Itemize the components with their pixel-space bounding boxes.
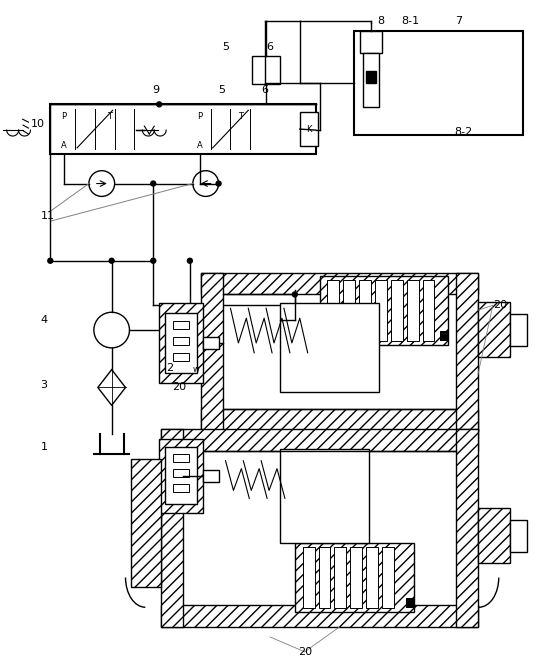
- Circle shape: [94, 312, 130, 348]
- Circle shape: [151, 181, 156, 186]
- Bar: [359, 280, 371, 341]
- Bar: [173, 321, 189, 329]
- Bar: [203, 337, 219, 349]
- Text: w: w: [192, 365, 199, 374]
- Bar: [407, 280, 419, 341]
- Circle shape: [157, 102, 162, 107]
- Circle shape: [48, 258, 53, 263]
- Bar: [456, 273, 478, 431]
- Bar: [510, 520, 527, 552]
- Bar: [363, 53, 379, 108]
- Bar: [50, 104, 316, 154]
- Text: P: P: [197, 112, 202, 121]
- Bar: [165, 313, 197, 373]
- Bar: [423, 280, 434, 341]
- Bar: [366, 71, 376, 83]
- Bar: [354, 31, 522, 135]
- Text: 8-2: 8-2: [454, 127, 472, 137]
- Bar: [375, 280, 387, 341]
- Text: 7: 7: [455, 16, 461, 26]
- Bar: [320, 276, 448, 345]
- Bar: [456, 429, 478, 627]
- Bar: [161, 605, 478, 627]
- Bar: [478, 508, 510, 562]
- Polygon shape: [104, 321, 120, 338]
- Text: 5: 5: [218, 85, 225, 95]
- Text: 4: 4: [40, 315, 48, 325]
- Bar: [510, 314, 527, 346]
- Bar: [201, 273, 478, 294]
- Bar: [366, 547, 378, 608]
- Bar: [295, 543, 414, 612]
- Bar: [159, 303, 203, 382]
- Text: K: K: [306, 124, 311, 134]
- Bar: [173, 353, 189, 361]
- Circle shape: [293, 292, 297, 297]
- Text: 20: 20: [493, 300, 507, 310]
- Text: A: A: [197, 141, 203, 151]
- Bar: [382, 547, 394, 608]
- Bar: [280, 303, 379, 392]
- Bar: [201, 409, 478, 431]
- Text: 20: 20: [172, 382, 186, 392]
- Circle shape: [89, 171, 115, 196]
- Text: T: T: [238, 112, 243, 121]
- Text: 8-1: 8-1: [402, 16, 420, 26]
- Text: 11: 11: [40, 211, 54, 221]
- Bar: [440, 331, 448, 341]
- Text: 6: 6: [266, 42, 274, 52]
- Bar: [300, 112, 317, 146]
- Bar: [343, 280, 355, 341]
- Bar: [319, 547, 330, 608]
- Bar: [335, 547, 346, 608]
- Bar: [173, 454, 189, 462]
- Bar: [201, 273, 223, 431]
- Text: 10: 10: [30, 119, 44, 129]
- Bar: [173, 485, 189, 493]
- Bar: [159, 439, 203, 513]
- Bar: [173, 468, 189, 476]
- Text: 8: 8: [377, 16, 384, 26]
- Text: 1: 1: [40, 442, 48, 452]
- Bar: [161, 429, 183, 627]
- Text: A: A: [61, 141, 67, 151]
- Circle shape: [193, 171, 219, 196]
- Text: 9: 9: [153, 85, 160, 95]
- Circle shape: [216, 181, 221, 186]
- Bar: [406, 598, 414, 608]
- Bar: [252, 56, 280, 83]
- Bar: [391, 280, 403, 341]
- Circle shape: [109, 258, 114, 263]
- Text: T: T: [107, 112, 112, 121]
- Bar: [478, 302, 510, 357]
- Bar: [173, 337, 189, 345]
- Bar: [131, 459, 161, 587]
- Bar: [165, 447, 197, 504]
- Bar: [327, 280, 340, 341]
- Bar: [360, 31, 382, 53]
- Text: 2: 2: [166, 363, 173, 373]
- Text: 3: 3: [40, 380, 48, 390]
- Bar: [302, 547, 315, 608]
- Bar: [280, 449, 369, 543]
- Circle shape: [151, 258, 156, 263]
- Text: 20: 20: [297, 647, 312, 657]
- Bar: [176, 350, 204, 378]
- Text: 6: 6: [261, 85, 269, 95]
- Circle shape: [187, 258, 192, 263]
- Text: 5: 5: [222, 42, 229, 52]
- Bar: [161, 429, 478, 451]
- Bar: [203, 470, 219, 482]
- Bar: [350, 547, 362, 608]
- Text: P: P: [61, 112, 66, 121]
